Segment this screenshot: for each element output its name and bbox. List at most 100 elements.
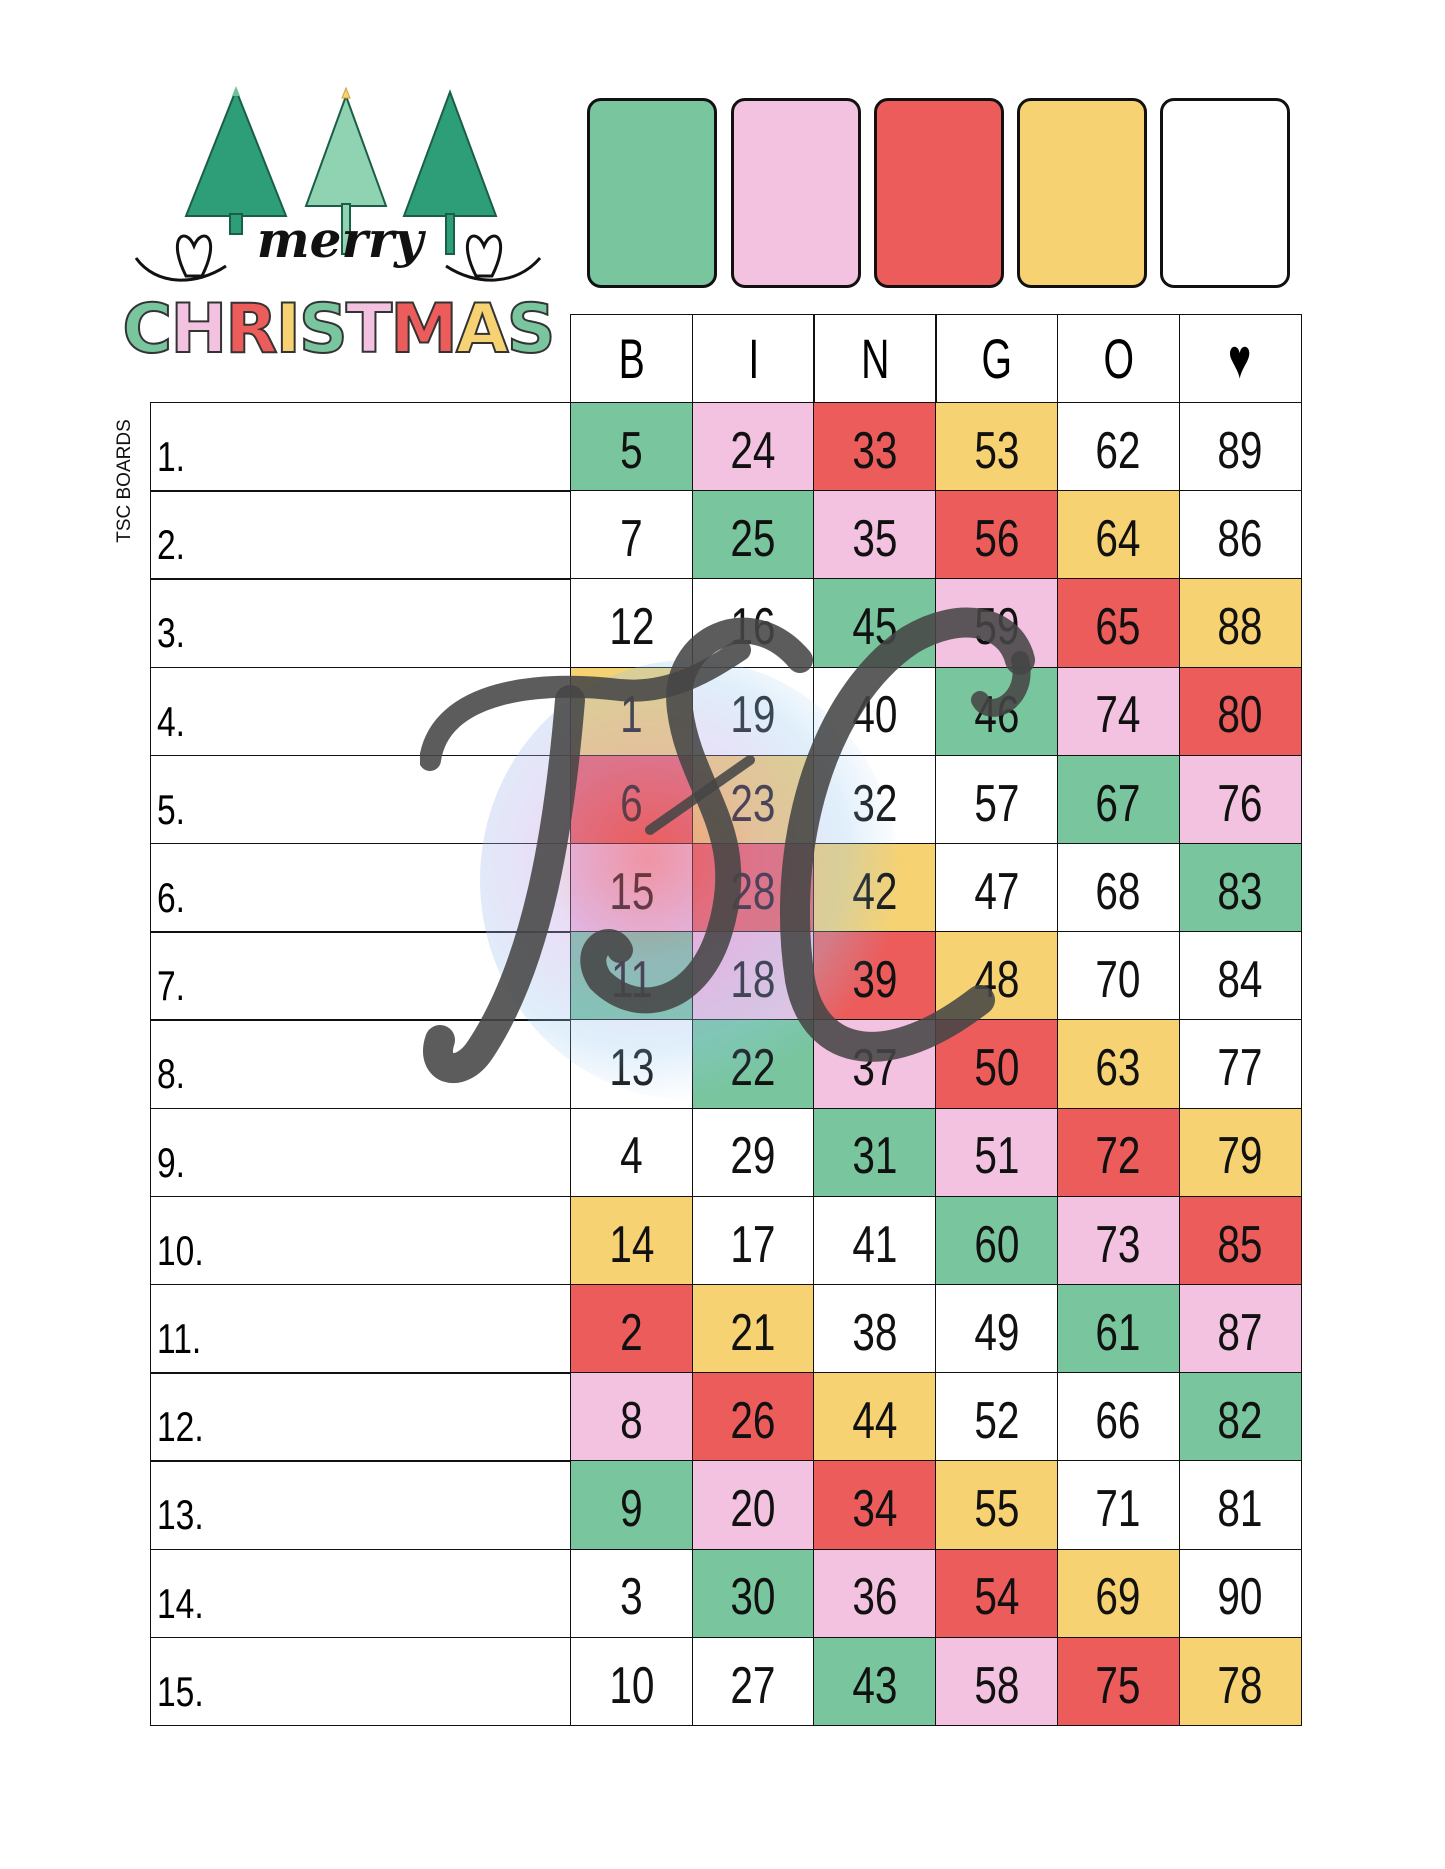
swatch-white <box>1160 98 1290 288</box>
row-label-field: 9. <box>150 1107 570 1198</box>
bingo-cell: 88 <box>1178 578 1302 669</box>
logo-letter: C <box>121 289 173 370</box>
bingo-number: 35 <box>852 510 898 569</box>
bingo-cell: 21 <box>691 1284 815 1374</box>
bingo-cell: 54 <box>935 1548 1059 1639</box>
row-label-field: 1. <box>150 402 570 492</box>
bingo-number: 3 <box>620 1568 643 1627</box>
bingo-number: 36 <box>852 1568 898 1627</box>
bingo-cell: 60 <box>935 1195 1059 1286</box>
bingo-cell: 3 <box>570 1548 694 1639</box>
bingo-cell: 12 <box>570 578 694 669</box>
bingo-cell: 44 <box>813 1372 937 1462</box>
bingo-cell: 26 <box>691 1372 815 1462</box>
bingo-cell: 61 <box>1056 1284 1180 1374</box>
logo-letter: R <box>224 289 278 370</box>
header-cell: G <box>935 314 1059 404</box>
header-letter: I <box>747 327 759 391</box>
bingo-cell: 29 <box>691 1107 815 1198</box>
bingo-number: 87 <box>1217 1303 1263 1362</box>
bingo-cell: 59 <box>935 578 1059 669</box>
christmas-trees-icon <box>134 86 542 282</box>
bingo-cell: 49 <box>935 1284 1059 1374</box>
row-number: 12. <box>157 1403 204 1451</box>
header-cell: ♥ <box>1178 314 1302 404</box>
bingo-cell: 72 <box>1056 1107 1180 1198</box>
row-label-field: 15. <box>150 1636 570 1727</box>
bingo-cell: 76 <box>1178 754 1302 845</box>
logo-christmas-text: CHRISTMAS <box>116 289 560 370</box>
bingo-number: 12 <box>609 598 655 657</box>
logo-merry-text: merry <box>256 210 424 269</box>
bingo-cell: 53 <box>935 402 1059 492</box>
bingo-cell: 41 <box>813 1195 937 1286</box>
row-number: 8. <box>157 1050 186 1098</box>
bingo-number: 23 <box>730 774 776 833</box>
bingo-number: 46 <box>974 686 1020 745</box>
bingo-cell: 9 <box>570 1460 694 1551</box>
bingo-cell: 42 <box>813 843 937 933</box>
row-label-field: 3. <box>150 578 570 669</box>
bingo-number: 85 <box>1217 1215 1263 1274</box>
bingo-number: 60 <box>974 1215 1020 1274</box>
header-letter: B <box>618 327 645 391</box>
swatch-yellow <box>1017 98 1147 288</box>
bingo-cell: 10 <box>570 1636 694 1727</box>
bingo-cell: 19 <box>691 666 815 757</box>
bingo-number: 28 <box>730 862 776 921</box>
bingo-number: 56 <box>974 510 1020 569</box>
logo-letter: S <box>298 289 349 370</box>
bingo-cell: 79 <box>1178 1107 1302 1198</box>
bingo-cell: 90 <box>1178 1548 1302 1639</box>
row-label-field: 11. <box>150 1284 570 1374</box>
bingo-cell: 56 <box>935 490 1059 580</box>
bingo-cell: 48 <box>935 931 1059 1021</box>
bingo-cell: 2 <box>570 1284 694 1374</box>
bingo-cell: 63 <box>1056 1019 1180 1110</box>
bingo-number: 84 <box>1217 951 1263 1010</box>
bingo-number: 86 <box>1217 510 1263 569</box>
bingo-cell: 16 <box>691 578 815 669</box>
bingo-cell: 45 <box>813 578 937 669</box>
row-number: 7. <box>157 962 186 1010</box>
row-number: 13. <box>157 1491 204 1539</box>
bingo-number: 38 <box>852 1303 898 1362</box>
bingo-cell: 43 <box>813 1636 937 1727</box>
bingo-number: 66 <box>1095 1392 1141 1451</box>
bingo-number: 32 <box>852 774 898 833</box>
row-label-field: 12. <box>150 1372 570 1462</box>
bingo-cell: 35 <box>813 490 937 580</box>
row-number: 6. <box>157 874 186 921</box>
row-number: 4. <box>157 697 186 745</box>
bingo-number: 78 <box>1217 1656 1263 1715</box>
bingo-number: 5 <box>620 421 643 480</box>
logo-letter: A <box>455 289 510 370</box>
header-cell: O <box>1056 314 1180 404</box>
bingo-number: 57 <box>974 774 1020 833</box>
bingo-cell: 52 <box>935 1372 1059 1462</box>
swatch-red <box>874 98 1004 288</box>
bingo-cell: 28 <box>691 843 815 933</box>
bingo-cell: 37 <box>813 1019 937 1110</box>
bingo-number: 61 <box>1095 1303 1141 1362</box>
bingo-number: 11 <box>610 951 653 1010</box>
bingo-number: 17 <box>730 1215 776 1274</box>
bingo-cell: 57 <box>935 754 1059 845</box>
bingo-number: 67 <box>1095 774 1141 833</box>
bingo-cell: 36 <box>813 1548 937 1639</box>
row-number: 10. <box>157 1226 204 1274</box>
bingo-number: 20 <box>730 1480 776 1539</box>
bingo-number: 68 <box>1095 862 1141 921</box>
swatch-green <box>587 98 717 288</box>
bingo-number: 71 <box>1095 1480 1141 1539</box>
bingo-cell: 68 <box>1056 843 1180 933</box>
bingo-number: 81 <box>1217 1480 1263 1539</box>
bingo-cell: 30 <box>691 1548 815 1639</box>
bingo-number: 44 <box>852 1392 898 1451</box>
bingo-cell: 39 <box>813 931 937 1021</box>
bingo-number: 30 <box>730 1568 776 1627</box>
bingo-number: 52 <box>974 1392 1020 1451</box>
bingo-cell: 80 <box>1178 666 1302 757</box>
bingo-cell: 81 <box>1178 1460 1302 1551</box>
bingo-number: 55 <box>974 1480 1020 1539</box>
